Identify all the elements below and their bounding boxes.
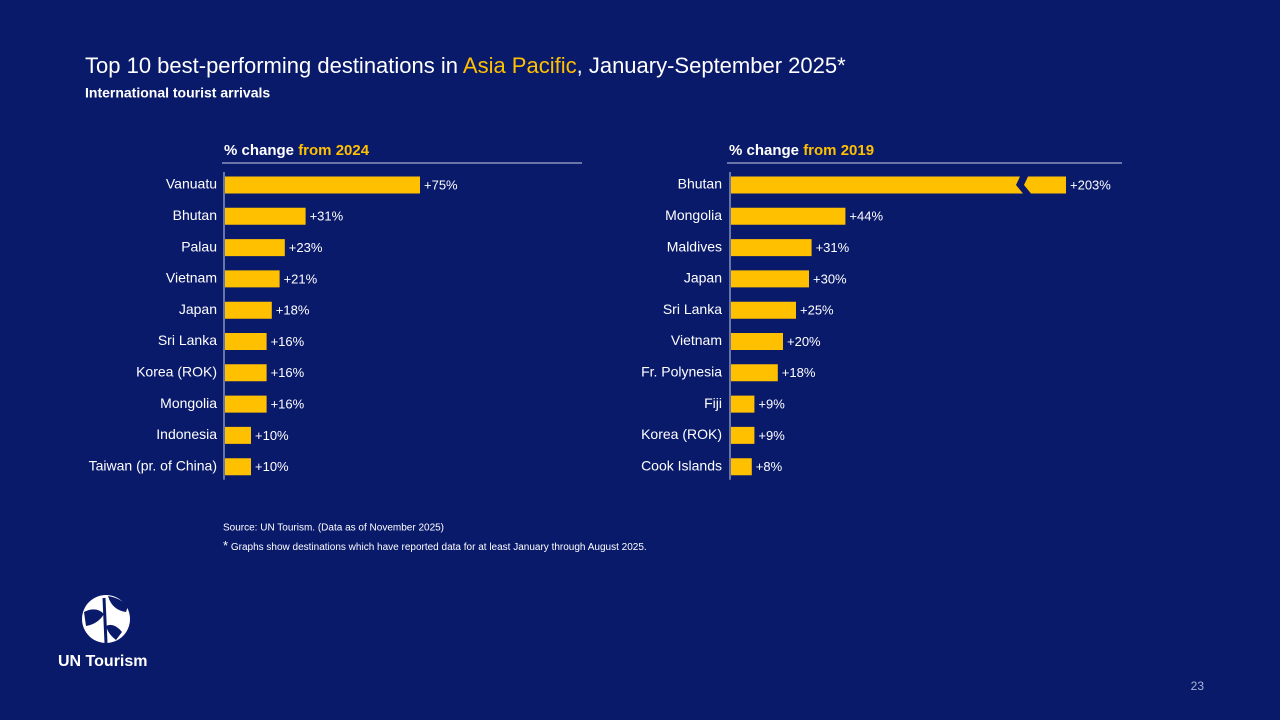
header-highlight: from 2024	[298, 142, 370, 159]
value-label: +16%	[271, 365, 305, 380]
bar	[225, 239, 285, 257]
value-label: +23%	[289, 240, 323, 255]
category-label: Korea (ROK)	[136, 364, 217, 380]
source: Source: UN Tourism. (Data as of November…	[223, 523, 444, 534]
bar	[731, 176, 1066, 194]
bar	[731, 270, 809, 288]
value-label: +75%	[424, 177, 458, 192]
bar	[731, 458, 752, 476]
bar	[225, 395, 267, 413]
category-label: Sri Lanka	[663, 301, 722, 317]
bar	[731, 333, 783, 350]
page-number: 23	[1191, 679, 1205, 693]
category-label: Mongolia	[160, 395, 217, 411]
category-label: Palau	[181, 238, 217, 254]
subtitle: International tourist arrivals	[85, 85, 270, 101]
footnote-mark: *	[223, 538, 228, 553]
bar	[225, 458, 251, 476]
category-label: Vanuatu	[166, 176, 217, 192]
value-label: +8%	[756, 459, 783, 474]
category-label: Maldives	[667, 238, 722, 254]
chart-header: % change from 2019	[729, 142, 874, 159]
title-highlight: Asia Pacific	[463, 53, 577, 78]
bar	[225, 207, 306, 225]
title-text: Top 10 best-performing destinations in	[85, 53, 463, 78]
category-label: Indonesia	[156, 426, 217, 442]
bar	[225, 426, 251, 444]
value-label: +30%	[813, 271, 847, 286]
bar	[731, 364, 778, 382]
category-label: Taiwan (pr. of China)	[89, 457, 217, 473]
value-label: +10%	[255, 428, 289, 443]
value-label: +9%	[758, 397, 785, 412]
bar	[731, 301, 796, 319]
bar	[225, 333, 267, 350]
bar	[731, 395, 755, 413]
value-label: +31%	[310, 209, 344, 224]
footnote-text: Graphs show destinations which have repo…	[228, 542, 647, 553]
category-label: Vietnam	[671, 332, 722, 348]
value-label: +20%	[787, 334, 821, 349]
value-label: +25%	[800, 303, 834, 318]
value-label: +10%	[255, 459, 289, 474]
category-label: Bhutan	[678, 176, 722, 192]
bar	[731, 239, 812, 257]
logo-text: UN Tourism	[58, 653, 147, 670]
footnote: * Graphs show destinations which have re…	[223, 538, 647, 553]
category-label: Cook Islands	[641, 457, 722, 473]
bar	[225, 301, 272, 319]
value-label: +18%	[276, 303, 310, 318]
header-text: % change	[729, 142, 803, 159]
category-label: Japan	[179, 301, 217, 317]
bar	[225, 364, 267, 382]
category-label: Fr. Polynesia	[641, 364, 722, 380]
title-text: , January-September 2025*	[577, 53, 846, 78]
header-highlight: from 2019	[803, 142, 874, 159]
category-label: Japan	[684, 270, 722, 286]
value-label: +9%	[758, 428, 785, 443]
title: Top 10 best-performing destinations in A…	[85, 53, 846, 78]
bar	[731, 426, 755, 444]
category-label: Vietnam	[166, 270, 217, 286]
value-label: +18%	[782, 365, 816, 380]
chart-header: % change from 2024	[224, 142, 370, 159]
value-label: +21%	[284, 271, 318, 286]
value-label: +203%	[1070, 177, 1111, 192]
value-label: +16%	[271, 334, 305, 349]
logo-icon	[82, 595, 130, 644]
category-label: Bhutan	[173, 207, 217, 223]
value-label: +16%	[271, 397, 305, 412]
bar	[731, 207, 846, 225]
bar	[225, 270, 280, 288]
value-label: +31%	[816, 240, 850, 255]
category-label: Sri Lanka	[158, 332, 217, 348]
category-label: Fiji	[704, 395, 722, 411]
category-label: Korea (ROK)	[641, 426, 722, 442]
value-label: +44%	[849, 209, 883, 224]
bar	[225, 176, 420, 194]
category-label: Mongolia	[665, 207, 722, 223]
header-text: % change	[224, 142, 298, 159]
